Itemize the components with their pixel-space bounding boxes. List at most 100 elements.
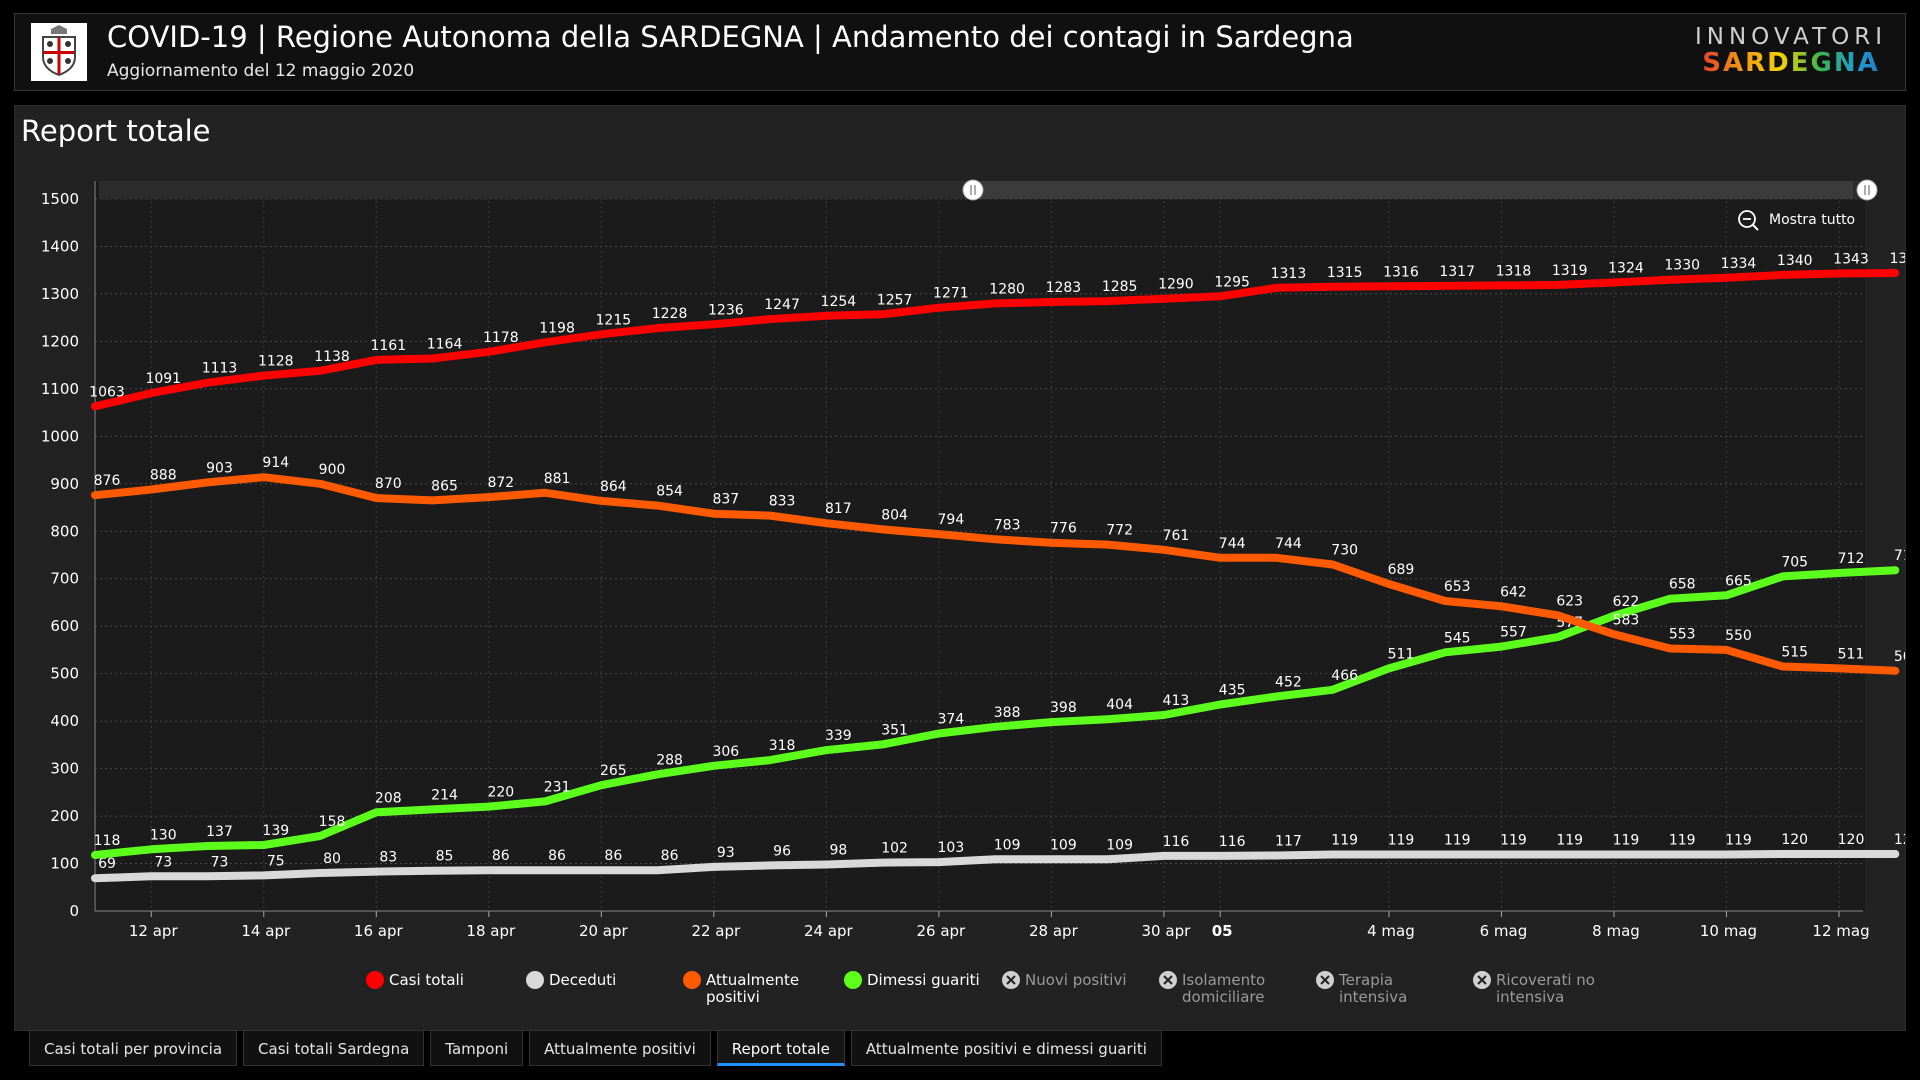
data-point-casi-totali[interactable] xyxy=(1610,279,1617,286)
data-point-dimessi-guariti[interactable] xyxy=(148,846,155,853)
data-point-dimessi-guariti[interactable] xyxy=(1217,701,1224,708)
data-point-casi-totali[interactable] xyxy=(1554,281,1561,288)
data-point-casi-totali[interactable] xyxy=(542,339,549,346)
data-point-deceduti[interactable] xyxy=(429,867,436,874)
data-point-deceduti[interactable] xyxy=(204,873,211,880)
data-point-casi-totali[interactable] xyxy=(935,304,942,311)
data-point-deceduti[interactable] xyxy=(1329,851,1336,858)
data-point-deceduti[interactable] xyxy=(317,870,324,877)
data-point-dimessi-guariti[interactable] xyxy=(373,809,380,816)
data-point-casi-totali[interactable] xyxy=(260,372,267,379)
data-point-deceduti[interactable] xyxy=(1104,856,1111,863)
legend-item-ricoverati-no-intensiva[interactable]: Ricoverati no intensiva xyxy=(1473,971,1595,1006)
data-point-attualmente-positivi[interactable] xyxy=(1779,663,1786,670)
data-point-casi-totali[interactable] xyxy=(823,312,830,319)
data-point-deceduti[interactable] xyxy=(1554,851,1561,858)
data-point-dimessi-guariti[interactable] xyxy=(654,771,661,778)
legend-item-casi-totali[interactable]: Casi totali xyxy=(366,971,464,989)
data-point-attualmente-positivi[interactable] xyxy=(204,479,211,486)
data-point-deceduti[interactable] xyxy=(710,863,717,870)
data-point-dimessi-guariti[interactable] xyxy=(598,782,605,789)
data-point-attualmente-positivi[interactable] xyxy=(935,531,942,538)
data-point-attualmente-positivi[interactable] xyxy=(1442,598,1449,605)
data-point-attualmente-positivi[interactable] xyxy=(1329,561,1336,568)
data-point-dimessi-guariti[interactable] xyxy=(1610,612,1617,619)
data-point-casi-totali[interactable] xyxy=(1892,270,1899,277)
data-point-casi-totali[interactable] xyxy=(373,356,380,363)
data-point-deceduti[interactable] xyxy=(767,862,774,869)
data-point-attualmente-positivi[interactable] xyxy=(1610,631,1617,638)
data-point-dimessi-guariti[interactable] xyxy=(1048,719,1055,726)
data-point-casi-totali[interactable] xyxy=(1329,283,1336,290)
data-point-casi-totali[interactable] xyxy=(1048,299,1055,306)
data-point-deceduti[interactable] xyxy=(260,872,267,879)
data-point-casi-totali[interactable] xyxy=(317,367,324,374)
legend-item-attualmente-positivi[interactable]: Attualmente positivi xyxy=(683,971,799,1006)
data-point-deceduti[interactable] xyxy=(1779,851,1786,858)
data-point-casi-totali[interactable] xyxy=(1273,284,1280,291)
data-point-dimessi-guariti[interactable] xyxy=(992,723,999,730)
data-point-deceduti[interactable] xyxy=(654,867,661,874)
data-point-dimessi-guariti[interactable] xyxy=(1442,649,1449,656)
data-point-deceduti[interactable] xyxy=(1442,851,1449,858)
data-point-casi-totali[interactable] xyxy=(148,390,155,397)
data-point-attualmente-positivi[interactable] xyxy=(767,512,774,519)
data-point-dimessi-guariti[interactable] xyxy=(1385,665,1392,672)
data-point-casi-totali[interactable] xyxy=(92,403,98,410)
data-point-attualmente-positivi[interactable] xyxy=(317,480,324,487)
data-point-casi-totali[interactable] xyxy=(598,331,605,338)
data-point-casi-totali[interactable] xyxy=(485,348,492,355)
data-point-dimessi-guariti[interactable] xyxy=(935,730,942,737)
tab-report-totale[interactable]: Report totale xyxy=(716,1030,845,1066)
data-point-deceduti[interactable] xyxy=(1498,851,1505,858)
data-point-casi-totali[interactable] xyxy=(1385,283,1392,290)
tab-casi-totali-per-provincia[interactable]: Casi totali per provincia xyxy=(29,1030,238,1066)
data-point-deceduti[interactable] xyxy=(1892,851,1899,858)
data-point-attualmente-positivi[interactable] xyxy=(1554,612,1561,619)
data-point-deceduti[interactable] xyxy=(992,856,999,863)
data-point-deceduti[interactable] xyxy=(823,861,830,868)
data-point-deceduti[interactable] xyxy=(1385,851,1392,858)
data-point-attualmente-positivi[interactable] xyxy=(879,526,886,533)
range-slider-end-handle[interactable] xyxy=(1856,179,1878,201)
data-point-casi-totali[interactable] xyxy=(1217,293,1224,300)
data-point-dimessi-guariti[interactable] xyxy=(1160,711,1167,718)
data-point-attualmente-positivi[interactable] xyxy=(260,474,267,481)
data-point-deceduti[interactable] xyxy=(1610,851,1617,858)
data-point-casi-totali[interactable] xyxy=(1667,276,1674,283)
legend-item-deceduti[interactable]: Deceduti xyxy=(526,971,616,989)
data-point-dimessi-guariti[interactable] xyxy=(542,798,549,805)
data-point-deceduti[interactable] xyxy=(1048,856,1055,863)
data-point-dimessi-guariti[interactable] xyxy=(1723,592,1730,599)
data-point-casi-totali[interactable] xyxy=(992,300,999,307)
data-point-dimessi-guariti[interactable] xyxy=(1329,686,1336,693)
data-point-casi-totali[interactable] xyxy=(1779,271,1786,278)
data-point-deceduti[interactable] xyxy=(485,867,492,874)
data-point-deceduti[interactable] xyxy=(373,868,380,875)
data-point-deceduti[interactable] xyxy=(1723,851,1730,858)
data-point-deceduti[interactable] xyxy=(1160,852,1167,859)
data-point-deceduti[interactable] xyxy=(1217,852,1224,859)
data-point-attualmente-positivi[interactable] xyxy=(992,536,999,543)
data-point-deceduti[interactable] xyxy=(879,859,886,866)
data-point-dimessi-guariti[interactable] xyxy=(485,803,492,810)
data-point-attualmente-positivi[interactable] xyxy=(1667,645,1674,652)
data-point-attualmente-positivi[interactable] xyxy=(1723,646,1730,653)
data-point-attualmente-positivi[interactable] xyxy=(823,520,830,527)
data-point-casi-totali[interactable] xyxy=(654,325,661,332)
data-point-casi-totali[interactable] xyxy=(429,355,436,362)
data-point-attualmente-positivi[interactable] xyxy=(1048,539,1055,546)
data-point-dimessi-guariti[interactable] xyxy=(1779,573,1786,580)
data-point-attualmente-positivi[interactable] xyxy=(485,494,492,501)
tab-attualmente-positivi-e-dimessi-guariti[interactable]: Attualmente positivi e dimessi guariti xyxy=(850,1030,1162,1066)
data-point-attualmente-positivi[interactable] xyxy=(1217,554,1224,561)
data-point-attualmente-positivi[interactable] xyxy=(1104,541,1111,548)
data-point-deceduti[interactable] xyxy=(542,867,549,874)
data-point-attualmente-positivi[interactable] xyxy=(148,486,155,493)
data-point-attualmente-positivi[interactable] xyxy=(429,497,436,504)
data-point-deceduti[interactable] xyxy=(598,867,605,874)
data-point-casi-totali[interactable] xyxy=(710,321,717,328)
data-point-casi-totali[interactable] xyxy=(1442,282,1449,289)
data-point-dimessi-guariti[interactable] xyxy=(823,747,830,754)
data-point-attualmente-positivi[interactable] xyxy=(1892,667,1899,674)
